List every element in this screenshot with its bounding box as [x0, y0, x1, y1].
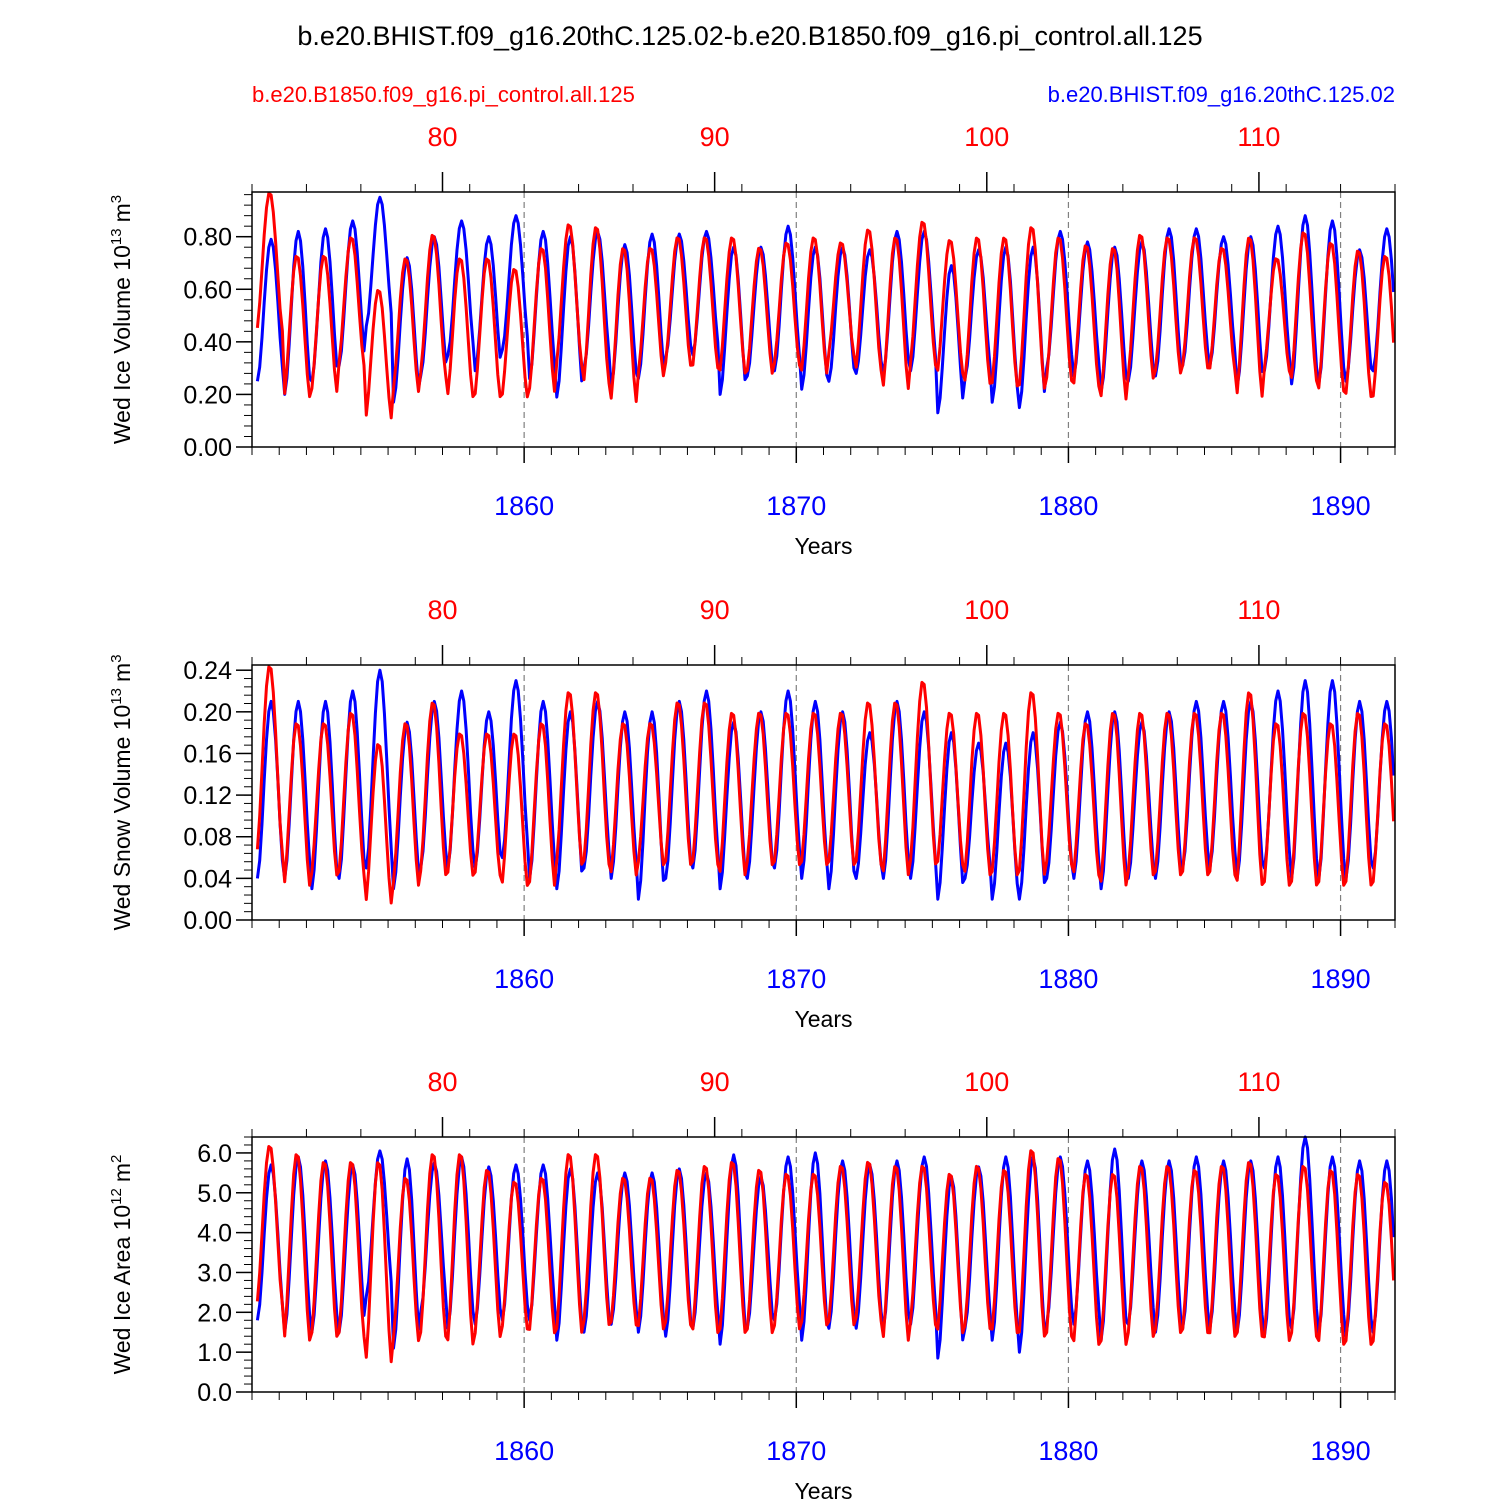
y-tick-label: 0.20 [183, 381, 232, 409]
y-axis-title-unit-exp: 3 [108, 195, 125, 203]
y-axis-title-exp: 13 [108, 688, 125, 705]
series-line-red [255, 1145, 1396, 1364]
x-axis-title: Years [795, 1006, 853, 1032]
y-tick-label: 0.00 [183, 434, 232, 462]
x-tick-label-bottom: 1870 [766, 964, 826, 994]
y-tick-label: 4.0 [197, 1220, 232, 1248]
legend-red-case: b.e20.B1850.f09_g16.pi_control.all.125 [252, 82, 635, 107]
y-tick-label: 0.12 [183, 782, 232, 810]
chart-panel-1: 0.00 0.20 0.40 0.60 0.80 1860 1870 1880 1890 80 90… [108, 122, 1396, 559]
x-tick-label-top: 100 [964, 595, 1009, 625]
x-tick-label-top: 80 [427, 122, 457, 152]
y-axis-title-exp: 12 [108, 1188, 125, 1205]
x-tick-label-top: 100 [964, 122, 1009, 152]
x-axis-title: Years [795, 533, 853, 559]
x-tick-label-top: 90 [700, 122, 730, 152]
y-tick-label: 0.20 [183, 699, 232, 727]
y-tick-label: 0.00 [183, 907, 232, 935]
x-tick-label-bottom: 1860 [494, 491, 554, 521]
legend-blue-case: b.e20.BHIST.f09_g16.20thC.125.02 [1048, 82, 1395, 107]
y-axis-title: Wed Ice Volume 1013 m3 [108, 195, 135, 444]
y-axis-title-main: Wed Snow Volume 10 [109, 705, 135, 931]
chart-panel-2: 0.00 0.04 0.08 0.12 0.16 0.20 0.24 1860 1870 1880… [108, 595, 1396, 1032]
y-axis-title-unit-exp: 2 [108, 1155, 125, 1163]
y-tick-label: 0.60 [183, 276, 232, 304]
y-axis-title-unit: m [109, 203, 135, 222]
x-tick-label-top: 100 [964, 1067, 1009, 1097]
x-tick-label-bottom: 1860 [494, 1436, 554, 1466]
y-tick-label: 1.0 [197, 1339, 232, 1367]
x-tick-label-top: 110 [1237, 1067, 1280, 1097]
chart-panel-3: 0.0 1.0 2.0 3.0 4.0 5.0 6.0 1860 1870 1880 1890 80 9… [108, 1067, 1396, 1500]
x-tick-label-bottom: 1870 [766, 1436, 826, 1466]
x-tick-label-top: 80 [427, 1067, 457, 1097]
x-tick-label-bottom: 1890 [1311, 491, 1371, 521]
x-tick-label-bottom: 1870 [766, 491, 826, 521]
x-tick-label-top: 90 [700, 595, 730, 625]
y-tick-label: 6.0 [197, 1140, 232, 1168]
y-tick-label: 2.0 [197, 1299, 232, 1327]
x-axis-title: Years [795, 1478, 853, 1500]
y-axis-title-unit-exp: 3 [108, 654, 125, 662]
series-line-blue [255, 195, 1396, 415]
x-tick-label-bottom: 1880 [1038, 1436, 1098, 1466]
y-tick-label: 0.40 [183, 329, 232, 357]
y-axis-title: Wed Ice Area 1012 m2 [108, 1155, 135, 1375]
y-axis-title-unit: m [109, 663, 135, 682]
y-tick-label: 5.0 [197, 1180, 232, 1208]
x-tick-label-bottom: 1890 [1311, 1436, 1371, 1466]
y-tick-label: 0.0 [197, 1379, 232, 1407]
y-axis-title-unit: m [109, 1163, 135, 1182]
y-tick-label: 0.80 [183, 224, 232, 252]
x-tick-label-top: 90 [700, 1067, 730, 1097]
y-tick-label: 0.16 [183, 740, 232, 768]
y-tick-label: 0.04 [183, 865, 232, 893]
series-line-red [255, 665, 1396, 905]
y-tick-label: 0.08 [183, 824, 232, 852]
x-tick-label-bottom: 1880 [1038, 491, 1098, 521]
x-tick-label-top: 110 [1237, 595, 1280, 625]
y-axis-title-main: Wed Ice Area 10 [109, 1205, 135, 1375]
y-tick-label: 0.24 [183, 657, 232, 685]
series-line-red [255, 191, 1396, 420]
y-axis-title-main: Wed Ice Volume 10 [109, 245, 135, 444]
figure-title: b.e20.BHIST.f09_g16.20thC.125.02-b.e20.B… [297, 21, 1202, 51]
x-tick-label-bottom: 1890 [1311, 964, 1371, 994]
x-tick-label-top: 110 [1237, 122, 1280, 152]
x-tick-label-top: 80 [427, 595, 457, 625]
x-tick-label-bottom: 1880 [1038, 964, 1098, 994]
y-axis-title-exp: 13 [108, 228, 125, 245]
y-tick-label: 3.0 [197, 1259, 232, 1287]
x-tick-label-bottom: 1860 [494, 964, 554, 994]
y-axis-title: Wed Snow Volume 1013 m3 [108, 654, 135, 930]
